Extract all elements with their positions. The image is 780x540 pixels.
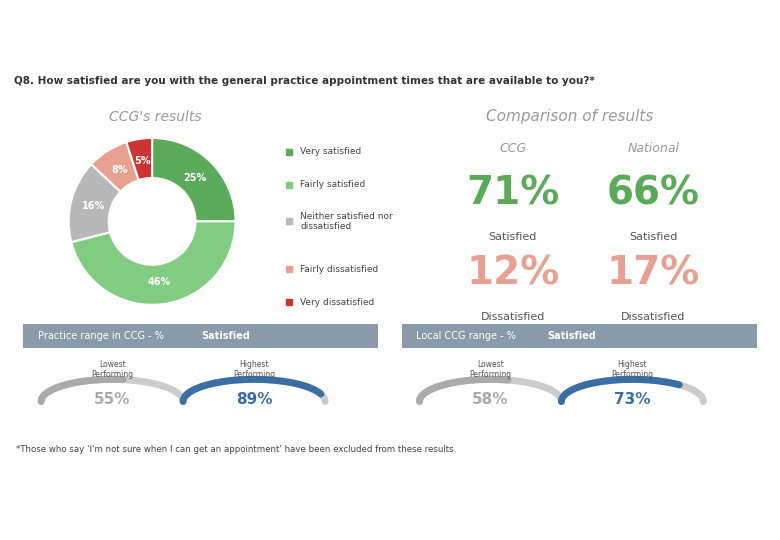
- Wedge shape: [69, 164, 120, 242]
- Text: 73%: 73%: [614, 392, 651, 407]
- Text: Ipsos MORI: Ipsos MORI: [10, 507, 71, 517]
- Text: Q8. How satisfied are you with the general practice appointment times that are a: Q8. How satisfied are you with the gener…: [14, 76, 595, 86]
- Text: 8%: 8%: [111, 165, 128, 175]
- Text: %Satisfied = %Very satisfied + %Fairly satisfied
%Dissatisfied = %Very dissatisf: %Satisfied = %Very satisfied + %Fairly s…: [484, 465, 702, 487]
- Text: Satisfied: Satisfied: [548, 331, 596, 341]
- Text: Dissatisfied: Dissatisfied: [480, 313, 545, 322]
- Text: Local CCG range - %: Local CCG range - %: [416, 331, 519, 341]
- Text: 46%: 46%: [148, 277, 172, 287]
- Bar: [402, 324, 757, 348]
- Text: Very dissatisfied: Very dissatisfied: [300, 298, 374, 307]
- Text: Very satisfied: Very satisfied: [300, 147, 362, 156]
- Text: Satisfied: Satisfied: [629, 232, 678, 242]
- Text: 25%: 25%: [183, 173, 207, 183]
- Text: Highest
Performing: Highest Performing: [233, 360, 275, 379]
- Text: Satisfaction with appointment times: Satisfaction with appointment times: [14, 25, 384, 43]
- Text: 89%: 89%: [236, 392, 272, 407]
- Text: 39: 39: [382, 514, 398, 527]
- Text: 71%: 71%: [466, 174, 559, 212]
- Text: 66%: 66%: [607, 174, 700, 212]
- Text: *Those who say 'I'm not sure when I can get an appointment' have been excluded f: *Those who say 'I'm not sure when I can …: [16, 445, 456, 454]
- Text: Practice range in CCG - %: Practice range in CCG - %: [37, 331, 167, 341]
- Text: Fairly satisfied: Fairly satisfied: [300, 180, 366, 189]
- Text: 17%: 17%: [607, 255, 700, 293]
- Text: Neither satisfied nor
dissatisfied: Neither satisfied nor dissatisfied: [300, 212, 393, 231]
- Wedge shape: [71, 221, 236, 305]
- Text: Lowest
Performing: Lowest Performing: [91, 360, 133, 379]
- Text: 16%: 16%: [81, 201, 105, 211]
- Text: Comparison of results: Comparison of results: [486, 109, 654, 124]
- Text: CCG's results: CCG's results: [108, 110, 201, 124]
- Wedge shape: [91, 142, 139, 192]
- Text: © Ipsos MORI   17-043177-06 Version 1 | Public: © Ipsos MORI 17-043177-06 Version 1 | Pu…: [10, 532, 176, 540]
- Text: Lowest
Performing: Lowest Performing: [470, 360, 512, 379]
- Text: Fairly dissatisfied: Fairly dissatisfied: [300, 265, 379, 274]
- Text: 12%: 12%: [466, 255, 559, 293]
- Wedge shape: [152, 138, 236, 221]
- Text: CCG: CCG: [499, 142, 526, 155]
- Text: 58%: 58%: [472, 392, 509, 407]
- Text: Social Research Institute: Social Research Institute: [10, 521, 114, 530]
- Text: National: National: [627, 142, 679, 155]
- Wedge shape: [126, 138, 152, 180]
- Text: 55%: 55%: [94, 392, 130, 407]
- Text: Base: All those completing a questionnaire excluding 'I'm not sure when I can ge: Base: All those completing a questionnai…: [9, 465, 519, 487]
- Text: Highest
Performing: Highest Performing: [612, 360, 654, 379]
- Text: Dissatisfied: Dissatisfied: [621, 313, 686, 322]
- Text: 5%: 5%: [134, 156, 151, 166]
- Bar: [23, 324, 378, 348]
- Text: ipsos: ipsos: [729, 516, 757, 525]
- Text: Satisfied: Satisfied: [201, 331, 250, 341]
- Text: Satisfied: Satisfied: [488, 232, 537, 242]
